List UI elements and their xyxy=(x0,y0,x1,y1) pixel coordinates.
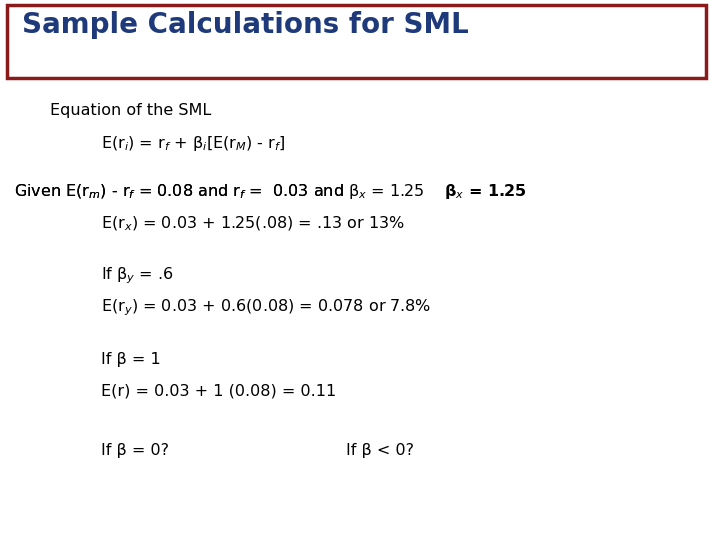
FancyBboxPatch shape xyxy=(7,5,706,78)
Text: E(r) = 0.03 + 1 (0.08) = 0.11: E(r) = 0.03 + 1 (0.08) = 0.11 xyxy=(101,384,336,399)
Text: E(r$_x$) = 0.03 + 1.25(.08) = .13 or 13%: E(r$_x$) = 0.03 + 1.25(.08) = .13 or 13% xyxy=(101,215,405,233)
Text: E(r$_i$) = r$_f$ + β$_i$[E(r$_M$) - r$_f$]: E(r$_i$) = r$_f$ + β$_i$[E(r$_M$) - r$_f… xyxy=(101,133,286,153)
Text: If β = 1: If β = 1 xyxy=(101,352,161,367)
Text: Given E(r$_m$) - r$_f$ = 0.08 and r$_f$ =  0.03 and: Given E(r$_m$) - r$_f$ = 0.08 and r$_f$ … xyxy=(14,183,346,201)
Text: Given E(r$_m$) - r$_f$ = 0.08 and r$_f$ =  0.03 and β$_x$ = 1.25: Given E(r$_m$) - r$_f$ = 0.08 and r$_f$ … xyxy=(14,182,425,201)
Text: β$_x$ = 1.25: β$_x$ = 1.25 xyxy=(444,182,527,201)
Text: If β = 0?: If β = 0? xyxy=(101,443,168,458)
Text: Equation of the SML: Equation of the SML xyxy=(50,103,212,118)
Text: If β < 0?: If β < 0? xyxy=(346,443,413,458)
Text: E(r$_y$) = 0.03 + 0.6(0.08) = 0.078 or 7.8%: E(r$_y$) = 0.03 + 0.6(0.08) = 0.078 or 7… xyxy=(101,298,431,318)
Text: If β$_y$ = .6: If β$_y$ = .6 xyxy=(101,265,174,286)
Text: Sample Calculations for SML: Sample Calculations for SML xyxy=(22,11,468,39)
